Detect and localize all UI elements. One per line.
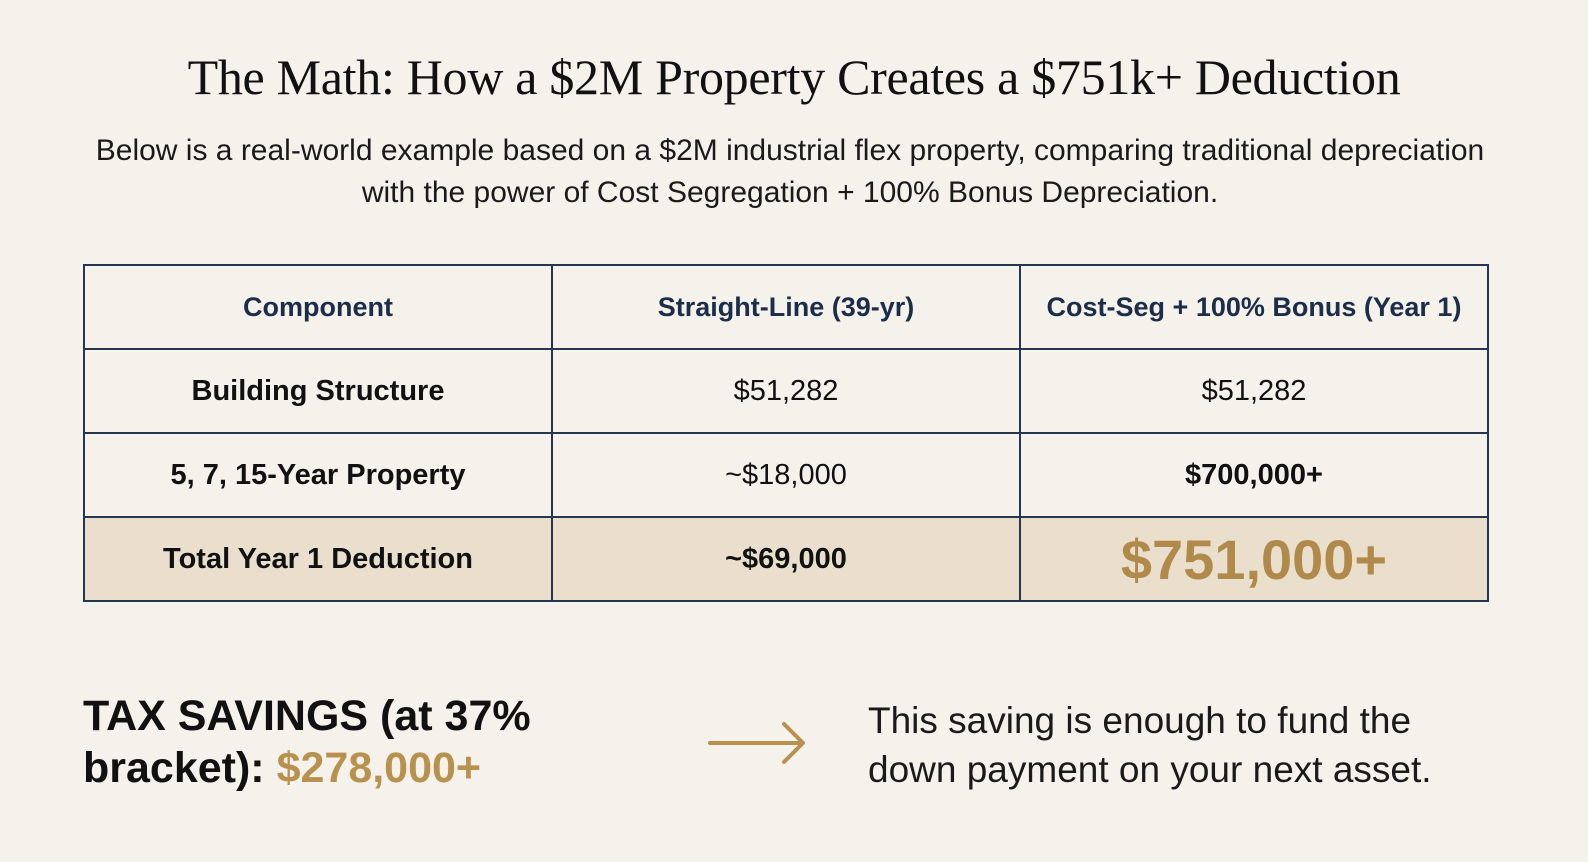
savings-note: This saving is enough to fund the down p… [868,700,1432,790]
row-label: Total Year 1 Deduction [83,516,553,602]
arrow-right-icon [708,722,805,764]
cell-straight-line: $51,282 [551,348,1021,434]
row-label: 5, 7, 15-Year Property [83,432,553,518]
table-header-row: Component Straight-Line (39-yr) Cost-Seg… [83,264,1489,350]
header-cost-seg: Cost-Seg + 100% Bonus (Year 1) [1019,264,1489,350]
cell-straight-line: ~$69,000 [551,516,1021,602]
table-row-total: Total Year 1 Deduction ~$69,000 $751,000… [83,516,1489,602]
cell-cost-seg: $700,000+ [1019,432,1489,518]
table-row: 5, 7, 15-Year Property ~$18,000 $700,000… [83,432,1489,518]
cell-cost-seg-total: $751,000+ [1019,516,1489,602]
cell-straight-line: ~$18,000 [551,432,1021,518]
page-subtitle: Below is a real-world example based on a… [95,134,1485,209]
header-straight-line: Straight-Line (39-yr) [551,264,1021,350]
tax-savings: TAX SAVINGS (at 37% bracket): $278,000+ [83,690,603,794]
row-label: Building Structure [83,348,553,434]
page-title: The Math: How a $2M Property Creates a $… [187,49,1401,105]
tax-savings-label-text: TAX SAVINGS (at 37% bracket): [83,692,531,792]
tax-savings-amount: $278,000+ [276,744,482,792]
header-component: Component [83,264,553,350]
table-row: Building Structure $51,282 $51,282 [83,348,1489,434]
tax-savings-label: TAX SAVINGS (at 37% bracket): $278,000+ [83,690,603,794]
comparison-table: Component Straight-Line (39-yr) Cost-Seg… [83,264,1489,602]
cell-cost-seg: $51,282 [1019,348,1489,434]
